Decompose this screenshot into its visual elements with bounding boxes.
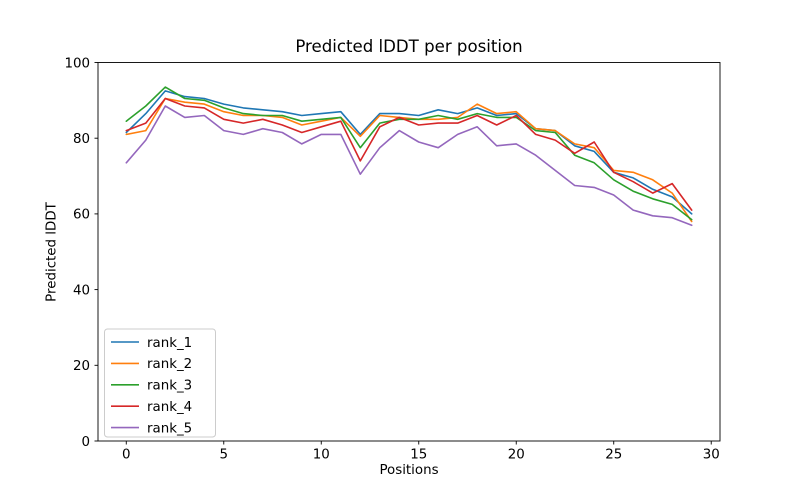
legend-item-rank_4: rank_4 [111, 400, 192, 415]
legend-item-rank_3: rank_3 [111, 379, 192, 394]
series-line-rank_4 [125, 97, 693, 211]
chart-title: Predicted lDDT per position [295, 37, 523, 56]
series-line-rank_2 [125, 97, 693, 223]
x-tick-label: 5 [219, 448, 228, 463]
y-tick-label: 100 [64, 56, 90, 71]
x-tick-label: 25 [605, 448, 622, 463]
legend-label: rank_4 [147, 400, 192, 415]
series-line-rank_1 [125, 90, 693, 215]
legend-item-rank_5: rank_5 [111, 421, 192, 436]
legend-label: rank_2 [147, 357, 192, 372]
plot-frame [97, 62, 721, 442]
x-tick-label: 0 [122, 448, 131, 463]
legend-label: rank_5 [147, 421, 192, 436]
y-tick-label: 0 [81, 435, 90, 450]
legend-box [104, 328, 216, 438]
legend-label: rank_1 [147, 336, 192, 351]
y-tick-label: 20 [73, 359, 90, 374]
x-tick-label: 30 [703, 448, 720, 463]
y-tick-label: 60 [73, 208, 90, 223]
y-tick-label: 40 [73, 283, 90, 298]
legend-item-rank_1: rank_1 [111, 336, 192, 351]
y-tick-label: 80 [73, 132, 90, 147]
series-line-rank_5 [125, 105, 693, 227]
legend-item-rank_2: rank_2 [111, 357, 192, 372]
y-axis-label: Predicted lDDT [44, 202, 60, 302]
x-tick-label: 15 [410, 448, 427, 463]
x-tick-label: 10 [313, 448, 330, 463]
legend: rank_1 rank_2 rank_3 rank_4 rank_5 [104, 328, 216, 438]
x-tick-label: 20 [508, 448, 525, 463]
series-line-rank_3 [125, 86, 693, 221]
x-axis-label: Positions [379, 463, 439, 478]
legend-label: rank_3 [147, 379, 192, 394]
